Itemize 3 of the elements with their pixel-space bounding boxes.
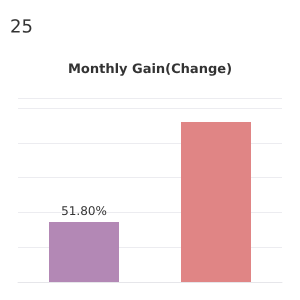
data-label: 51.80% [61, 204, 107, 218]
chart-title: Monthly Gain(Change) [68, 62, 232, 77]
text: 25 [10, 16, 33, 38]
